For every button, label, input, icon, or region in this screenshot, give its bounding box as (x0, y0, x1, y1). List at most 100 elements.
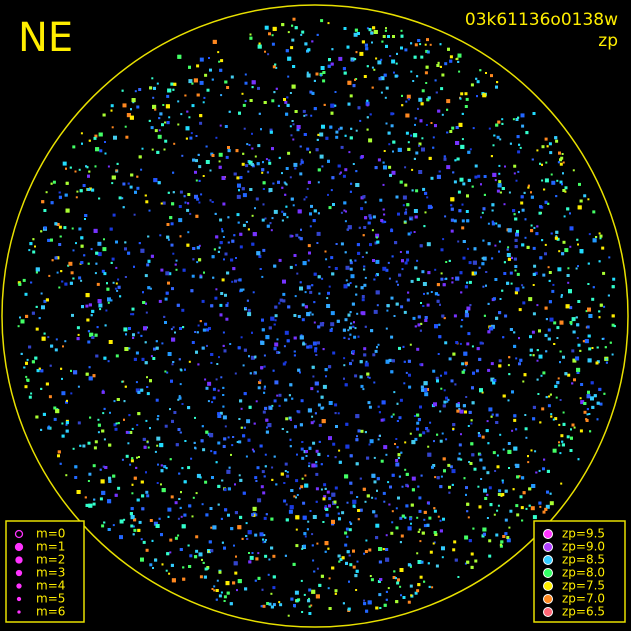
star (294, 167, 297, 170)
star (405, 100, 408, 103)
star (32, 250, 36, 254)
star (209, 433, 214, 438)
star (331, 176, 335, 180)
star (47, 426, 51, 430)
star (575, 316, 578, 319)
star (471, 271, 476, 276)
star (188, 65, 191, 69)
star (538, 354, 543, 359)
star (357, 335, 360, 338)
star (445, 277, 448, 280)
star (536, 349, 539, 352)
star (374, 497, 377, 500)
star (284, 361, 287, 364)
star (50, 182, 53, 185)
star (282, 292, 286, 296)
star (587, 198, 590, 201)
star (133, 357, 137, 361)
star (129, 512, 133, 516)
star (379, 607, 382, 609)
star (257, 44, 262, 49)
star (121, 380, 124, 383)
star (341, 511, 345, 515)
star (154, 558, 158, 562)
star (257, 86, 260, 90)
star (324, 368, 328, 372)
star (422, 187, 426, 191)
star (279, 298, 283, 302)
star (348, 151, 351, 154)
star (160, 469, 164, 473)
star (437, 293, 440, 296)
star (414, 123, 416, 126)
star (554, 236, 558, 240)
star (373, 480, 377, 484)
star (382, 183, 385, 186)
star (509, 271, 513, 275)
star (147, 446, 150, 449)
star (396, 420, 399, 422)
star (211, 154, 215, 157)
star (344, 531, 348, 535)
star (515, 118, 519, 121)
star (541, 179, 544, 182)
star (587, 334, 591, 338)
star (294, 26, 298, 30)
star (498, 240, 501, 243)
star (353, 321, 355, 324)
star (124, 241, 127, 244)
star (532, 284, 535, 286)
star (246, 537, 249, 540)
star (382, 418, 386, 422)
star (319, 322, 324, 327)
star (330, 311, 335, 316)
star (175, 259, 178, 262)
star (405, 371, 408, 374)
star (411, 440, 416, 445)
star (515, 357, 518, 360)
star (24, 385, 28, 389)
star (194, 416, 196, 419)
star (320, 488, 323, 491)
star (446, 400, 449, 403)
star (254, 579, 257, 582)
star (262, 491, 266, 495)
star (407, 563, 411, 567)
star (511, 256, 513, 259)
star (160, 533, 163, 537)
star (304, 305, 308, 309)
star (320, 463, 323, 466)
star (603, 392, 606, 395)
star (125, 333, 127, 336)
star (442, 238, 445, 241)
star (289, 383, 293, 387)
star (360, 286, 364, 290)
star (525, 507, 528, 510)
star (289, 234, 293, 238)
star (356, 32, 360, 35)
star (222, 405, 225, 408)
star (528, 504, 531, 507)
star (201, 346, 205, 350)
star (200, 193, 203, 196)
star (420, 322, 423, 325)
star (437, 515, 440, 518)
star (189, 136, 193, 140)
star (514, 269, 517, 272)
star (224, 252, 228, 256)
star (140, 334, 143, 337)
star (129, 463, 132, 466)
star (174, 536, 178, 540)
star (365, 251, 368, 254)
star (158, 117, 161, 120)
star (251, 214, 254, 217)
star (497, 120, 501, 124)
star (591, 297, 595, 301)
star (149, 287, 152, 290)
star (205, 386, 209, 390)
star (116, 289, 119, 292)
star (212, 396, 216, 400)
star (87, 340, 91, 344)
star (205, 160, 210, 164)
